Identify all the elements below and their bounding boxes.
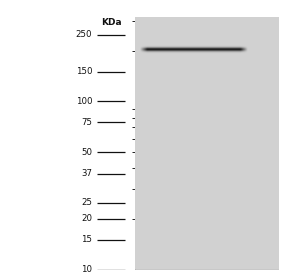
- Text: 20: 20: [81, 214, 92, 223]
- Text: 37: 37: [81, 169, 92, 178]
- Text: 75: 75: [81, 118, 92, 127]
- Text: 250: 250: [75, 30, 92, 39]
- Text: 150: 150: [75, 67, 92, 76]
- Text: KDa: KDa: [101, 18, 121, 27]
- Text: 50: 50: [81, 147, 92, 156]
- Text: 25: 25: [81, 198, 92, 207]
- Text: 100: 100: [75, 97, 92, 106]
- Text: 10: 10: [81, 265, 92, 274]
- Text: 15: 15: [81, 235, 92, 244]
